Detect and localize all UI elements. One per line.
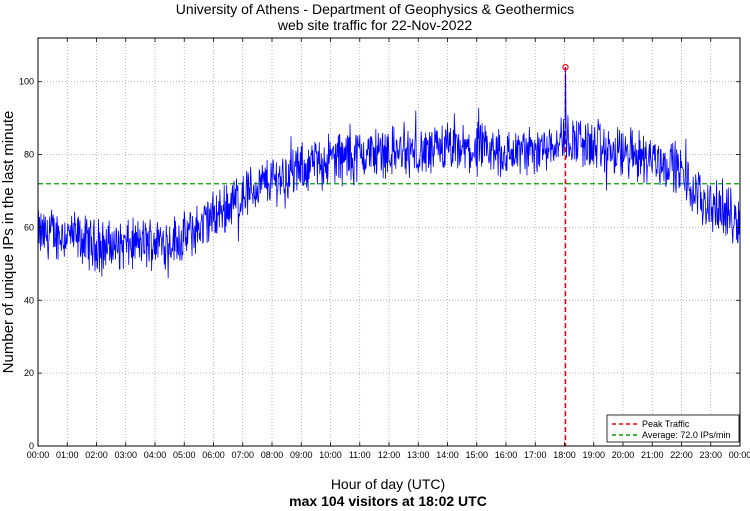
x-tick-label: 12:00 — [378, 450, 401, 460]
x-tick-label: 22:00 — [670, 450, 693, 460]
x-tick-label: 23:00 — [699, 450, 722, 460]
reference-lines — [38, 67, 740, 446]
x-tick-label: 14:00 — [436, 450, 459, 460]
y-tick-label: 20 — [24, 368, 34, 378]
x-tick-label: 07:00 — [231, 450, 254, 460]
y-tick-label: 40 — [24, 295, 34, 305]
legend: Peak Traffic Average: 72.0 IPs/min — [606, 414, 740, 443]
x-tick-label: 00:00 — [27, 450, 50, 460]
x-tick-label: 20:00 — [612, 450, 635, 460]
x-tick-label: 19:00 — [582, 450, 605, 460]
y-tick-label: 0 — [29, 441, 34, 451]
legend-label-average: Average: 72.0 IPs/min — [642, 430, 730, 440]
x-tick-label: 17:00 — [524, 450, 547, 460]
series-line — [37, 67, 740, 279]
x-tick-label: 05:00 — [173, 450, 196, 460]
x-tick-label: 21:00 — [641, 450, 664, 460]
legend-label-peak: Peak Traffic — [642, 419, 690, 429]
chart-subtitle: web site traffic for 22-Nov-2022 — [277, 17, 472, 33]
x-tick-label: 11:00 — [349, 450, 371, 460]
peak-marker — [562, 63, 569, 71]
y-axis-ticks: 0 20 40 60 80 100 — [19, 77, 740, 451]
x-axis-ticks: 00:00 01:00 02:00 03:00 04:00 05:00 06:00 07:00… — [27, 38, 750, 460]
x-tick-label: 00:00 — [729, 450, 750, 460]
y-axis-label: Number of unique IPs in the last minute — [0, 111, 17, 374]
x-tick-label: 06:00 — [202, 450, 225, 460]
x-tick-label: 10:00 — [319, 450, 342, 460]
grid — [38, 38, 740, 446]
x-tick-label: 02:00 — [85, 450, 108, 460]
y-tick-label: 80 — [24, 150, 34, 160]
x-tick-label: 18:00 — [553, 450, 576, 460]
x-tick-label: 03:00 — [114, 450, 137, 460]
x-tick-label: 15:00 — [465, 450, 488, 460]
max-visitors-note: max 104 visitors at 18:02 UTC — [289, 493, 487, 509]
x-tick-label: 13:00 — [407, 450, 430, 460]
x-tick-label: 09:00 — [290, 450, 313, 460]
x-tick-label: 16:00 — [495, 450, 518, 460]
x-tick-label: 04:00 — [144, 450, 167, 460]
x-axis-label: Hour of day (UTC) — [331, 476, 445, 492]
chart-title: University of Athens - Department of Geo… — [176, 1, 574, 17]
y-tick-label: 100 — [19, 77, 34, 87]
x-tick-label: 01:00 — [56, 450, 79, 460]
y-tick-label: 60 — [24, 222, 34, 232]
x-tick-label: 08:00 — [261, 450, 284, 460]
